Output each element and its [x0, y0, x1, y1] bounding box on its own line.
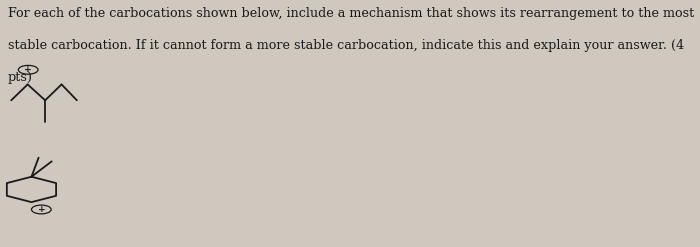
Text: +: + [38, 205, 45, 214]
Text: pts): pts) [8, 71, 33, 84]
Text: stable carbocation. If it cannot form a more stable carbocation, indicate this a: stable carbocation. If it cannot form a … [8, 39, 684, 52]
Text: For each of the carbocations shown below, include a mechanism that shows its rea: For each of the carbocations shown below… [8, 7, 694, 21]
Text: +: + [25, 65, 32, 74]
